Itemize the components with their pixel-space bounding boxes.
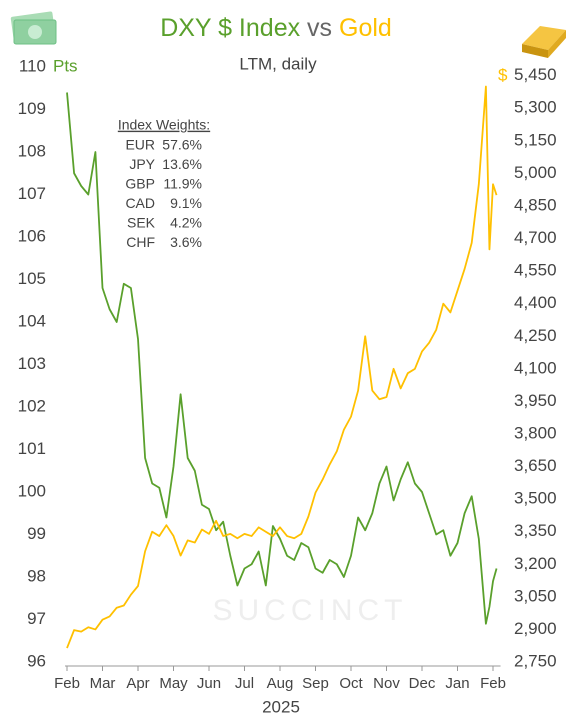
weight-name: SEK	[127, 215, 156, 231]
x-tick-label: May	[159, 675, 188, 692]
x-tick-label: Apr	[126, 675, 149, 692]
chart-title: DXY $ Index vs Gold	[160, 14, 392, 42]
y2-tick-label: 5,150	[514, 130, 557, 149]
x-tick-label: Dec	[409, 675, 436, 692]
x-tick-label: Jan	[445, 675, 469, 692]
y2-tick-label: 2,900	[514, 619, 557, 638]
y2-tick-label: 3,950	[514, 391, 557, 410]
x-tick-label: Nov	[373, 675, 400, 692]
subtitle: LTM, daily	[239, 54, 317, 73]
series-line	[66, 85, 498, 649]
money-icon	[10, 11, 57, 45]
x-tick-label: Feb	[54, 675, 80, 692]
y2-tick-label: 2,750	[514, 651, 557, 670]
y-tick-label: 100	[18, 481, 46, 500]
y2-tick-label: 4,100	[514, 358, 557, 377]
weight-name: JPY	[129, 156, 155, 172]
y-tick-label: 104	[18, 311, 46, 330]
y2-tick-label: 3,800	[514, 423, 557, 442]
y-axis-label: Pts	[53, 56, 78, 75]
weight-name: EUR	[125, 137, 155, 153]
weight-value: 11.9%	[163, 176, 202, 192]
x-tick-label: Feb	[480, 675, 506, 692]
watermark: SUCCINCT	[213, 594, 408, 627]
x-tick-label: Jul	[235, 675, 254, 692]
y-tick-label: 105	[18, 269, 46, 288]
weight-name: CAD	[125, 195, 155, 211]
y2-tick-label: 5,450	[514, 65, 557, 84]
x-tick-label: Aug	[267, 675, 294, 692]
y-tick-label: 103	[18, 354, 46, 373]
x-tick-label: Sep	[302, 675, 329, 692]
y-tick-label: 99	[27, 524, 46, 543]
weight-name: CHF	[126, 234, 155, 250]
y-tick-label: 96	[27, 651, 46, 670]
y2-tick-label: 4,700	[514, 228, 557, 247]
y-tick-label: 101	[18, 439, 46, 458]
x-tick-label: Jun	[197, 675, 221, 692]
y-tick-label: 97	[27, 609, 46, 628]
title-part: vs	[307, 14, 332, 42]
gold-icon	[522, 26, 566, 58]
y2-tick-label: 3,500	[514, 489, 557, 508]
y-tick-label: 109	[18, 99, 46, 118]
y2-tick-label: 5,300	[514, 98, 557, 117]
y2-tick-label: 3,650	[514, 456, 557, 475]
annotation-heading: Index Weights:	[118, 117, 210, 133]
y2-tick-label: 3,200	[514, 554, 557, 573]
title-part: Gold	[339, 14, 392, 42]
y2-tick-label: 5,000	[514, 163, 557, 182]
x-axis-label: 2025	[262, 697, 300, 716]
y2-axis-label: $	[498, 65, 508, 84]
weight-value: 57.6%	[162, 137, 202, 153]
series-line	[66, 92, 498, 625]
weight-name: GBP	[125, 176, 155, 192]
weight-value: 3.6%	[170, 234, 202, 250]
y2-tick-label: 4,400	[514, 293, 557, 312]
x-tick-label: Oct	[339, 675, 363, 692]
y2-tick-label: 4,850	[514, 195, 557, 214]
y2-tick-label: 3,050	[514, 586, 557, 605]
y-tick-label: 108	[18, 141, 46, 160]
y-tick-label: 102	[18, 396, 46, 415]
y-tick-label: 106	[18, 226, 46, 245]
title-part: DXY $ Index	[160, 14, 300, 42]
y2-tick-label: 4,550	[514, 261, 557, 280]
weight-value: 13.6%	[162, 156, 202, 172]
weight-value: 9.1%	[170, 195, 202, 211]
x-tick-label: Mar	[90, 675, 116, 692]
weight-value: 4.2%	[170, 215, 202, 231]
y-tick-label: 98	[27, 566, 46, 585]
y2-tick-label: 4,250	[514, 326, 557, 345]
y2-tick-label: 3,350	[514, 521, 557, 540]
y-tick-label: 110	[19, 56, 46, 75]
y-tick-label: 107	[18, 184, 46, 203]
